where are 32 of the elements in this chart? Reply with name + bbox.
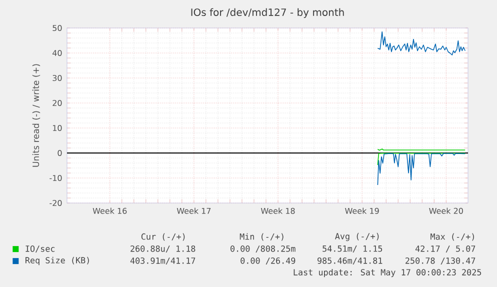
y-tick-label: 10 [52,124,62,132]
y-axis-title: Units read (-) / write (+) [32,64,40,167]
text: 985.46m/41.81 [318,257,382,264]
y-tick-label: 0 [58,150,62,156]
text: 54.51m/ 1.15 [322,246,382,252]
y-tick-label: 30 [52,74,62,82]
x-tick-label: Week 20 [429,208,463,214]
line-series [377,31,466,56]
text: Min (-/+) [240,233,284,241]
text: Max (-/+) [430,233,474,241]
legend-label: Req Size (KB) [26,256,89,266]
text: 0.00 /808.25m [230,245,296,252]
text: Cur (-/+) [141,233,185,241]
chart-title: IOs for /dev/md127 - by month [191,8,344,18]
text: Last update: Sat May 17 00:00:23 2025 [294,268,482,278]
y-tick-label: -20 [50,200,62,206]
line-series [377,153,466,186]
x-tick-label: Week 18 [260,208,295,214]
text: 260.88u/ 1.18 [130,245,196,252]
y-tick-label: 20 [52,100,62,106]
x-tick-label: Week 16 [92,208,127,214]
text: 403.91m/41.17 [130,257,196,264]
y-tick-label: 40 [52,50,62,56]
text: Avg (-/+) [335,232,379,242]
legend-label: IO/sec [26,245,55,252]
x-tick-label: Week 19 [345,208,379,214]
text: 250.78 /130.47 [406,257,476,264]
y-tick-label: -10 [50,174,62,182]
text: 0.00 /26.49 [240,257,296,264]
y-tick-label: 50 [52,24,62,32]
text: 42.17 / 5.07 [415,245,476,252]
x-tick-label: Week 17 [176,208,211,214]
